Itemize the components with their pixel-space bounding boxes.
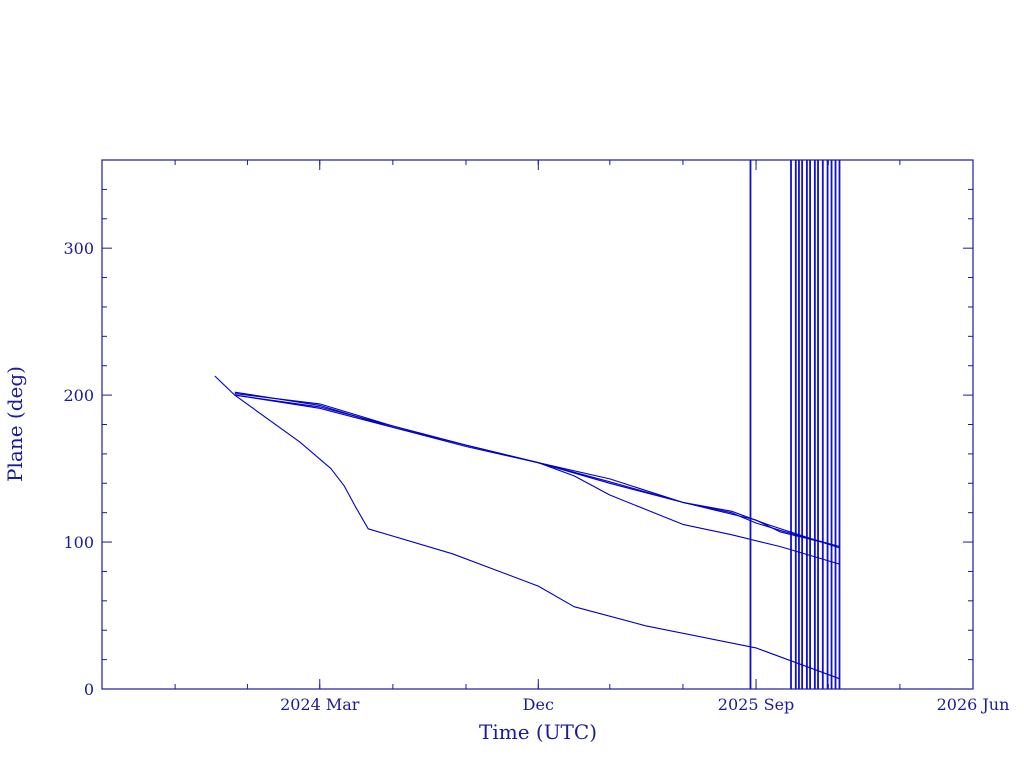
tick-labels: 0 100 200 300 2024 Mar Dec 2025 Sep 2026 Jun: [63, 239, 1009, 714]
y-tick-label-1: 100: [63, 533, 94, 552]
x-tick-label-3: 2026 Jun: [937, 695, 1010, 714]
y-axis-label: Plane (deg): [3, 366, 27, 482]
y-tick-label-2: 200: [63, 386, 94, 405]
plot-frame: [101, 159, 974, 690]
y-tick-label-0: 0: [84, 680, 94, 699]
series-line-1: [234, 394, 840, 565]
x-tick-label-2: 2025 Sep: [718, 695, 794, 714]
y-tick-label-3: 300: [63, 239, 94, 258]
x-tick-label-0: 2024 Mar: [280, 695, 360, 714]
vertical-markers: [749, 160, 841, 689]
series-line-2: [234, 391, 840, 548]
series-line-4: [234, 394, 840, 549]
series-line-0: [214, 375, 840, 680]
series-lines: [214, 375, 840, 680]
axis-ticks: [101, 159, 974, 690]
x-tick-label-1: Dec: [523, 695, 554, 714]
series-line-3: [234, 393, 840, 548]
x-axis-label: Time (UTC): [479, 720, 597, 744]
